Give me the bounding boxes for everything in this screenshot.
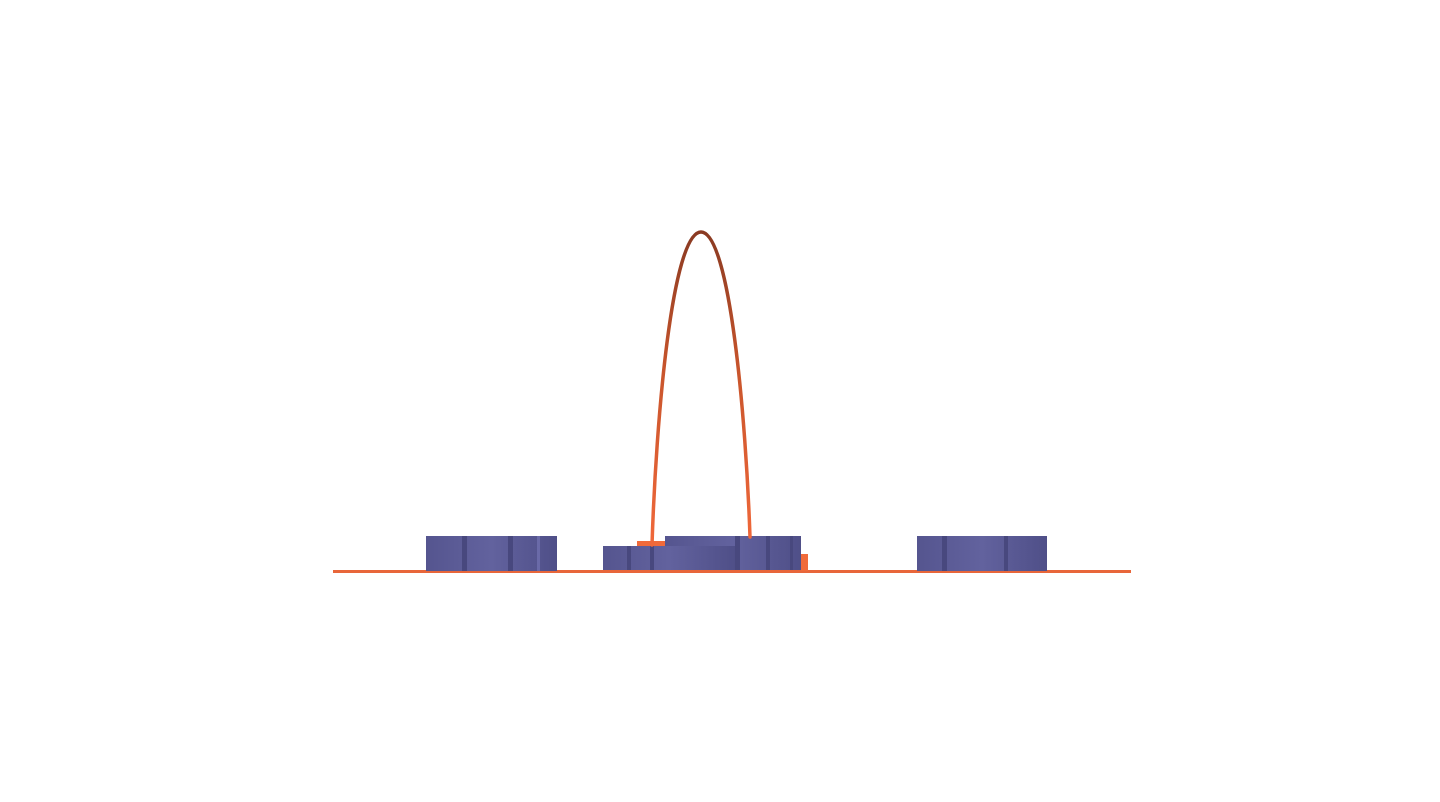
block-stripe	[1004, 536, 1008, 571]
orange-tab	[801, 554, 808, 571]
left-block	[426, 536, 557, 571]
block-stripe	[462, 536, 467, 571]
arch-wire	[650, 230, 752, 547]
block-body	[426, 536, 557, 571]
block-stripe	[650, 546, 654, 570]
block-stripe	[735, 536, 740, 570]
block-stripe	[766, 536, 770, 570]
block-stripe	[790, 536, 793, 570]
block-stripe	[537, 536, 540, 571]
orange-tab	[637, 541, 672, 547]
base-plate	[333, 570, 1131, 573]
block-body	[917, 536, 1047, 571]
block-body	[603, 546, 735, 570]
block-stripe	[508, 536, 513, 571]
block-stripe	[627, 546, 631, 570]
center-block	[603, 536, 801, 570]
block-stripe	[942, 536, 947, 571]
right-block	[917, 536, 1047, 571]
